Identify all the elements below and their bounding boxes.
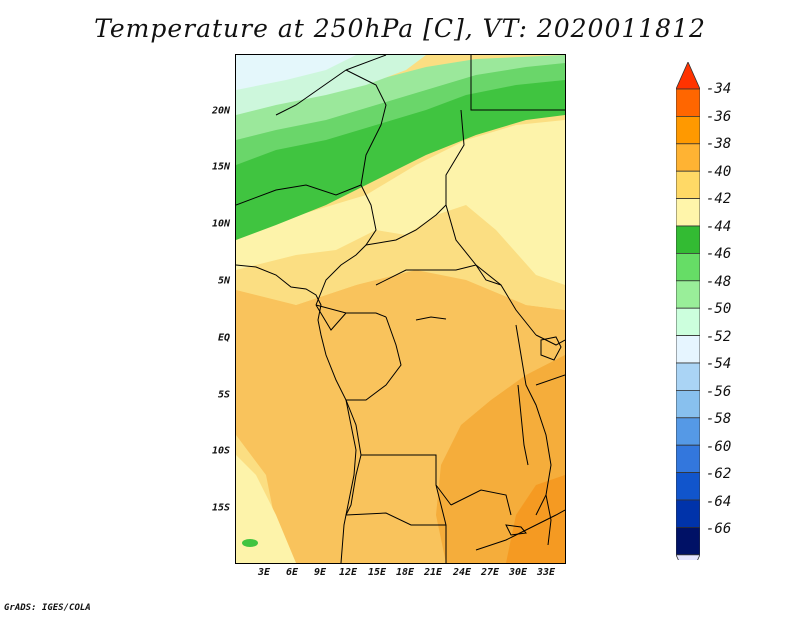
border-south-sudan-drc bbox=[475, 264, 537, 336]
colorbar-label: -64 bbox=[706, 494, 732, 510]
contour-fill-n52 bbox=[236, 55, 356, 90]
colorbar-swatch bbox=[676, 307, 700, 336]
lon-label: 3E bbox=[257, 567, 271, 578]
border-niger-nigeria bbox=[236, 184, 362, 206]
border-east-3 bbox=[535, 374, 565, 386]
lat-label: 10N bbox=[211, 218, 230, 230]
coastline bbox=[236, 264, 357, 563]
lon-label: 18E bbox=[395, 567, 415, 578]
border-nigeria-cameroon bbox=[315, 184, 377, 306]
lon-label: 21E bbox=[423, 567, 443, 578]
border-congo-drc bbox=[346, 316, 402, 401]
lake-small-1 bbox=[415, 316, 447, 321]
contour-fill-n46 bbox=[236, 60, 565, 165]
grads-credit: GrADS: IGES/COLA bbox=[4, 603, 91, 613]
contour-fill-n43-band bbox=[236, 120, 565, 285]
colorbar-label: -52 bbox=[706, 329, 732, 345]
country-borders bbox=[236, 55, 565, 563]
lake-tanganyika bbox=[517, 384, 529, 466]
border-se-1 bbox=[515, 509, 565, 536]
border-car-drc bbox=[375, 264, 477, 286]
colorbar-label: -58 bbox=[706, 411, 732, 427]
border-angola-namibia bbox=[345, 512, 446, 526]
contour-fill-n48 bbox=[236, 55, 565, 140]
colorbar-label: -60 bbox=[706, 439, 732, 455]
border-cameroon-congo bbox=[315, 304, 387, 318]
colorbar-label: -50 bbox=[706, 301, 732, 317]
colorbar-swatch bbox=[676, 88, 700, 117]
border-sudan-egypt bbox=[470, 55, 565, 111]
lon-label: 6E bbox=[285, 567, 299, 578]
lon-label: 27E bbox=[480, 567, 500, 578]
colorbar-label: -36 bbox=[706, 109, 732, 125]
colorbar-swatch bbox=[676, 472, 700, 501]
contour-fill-n44 bbox=[236, 73, 565, 240]
border-se-2 bbox=[475, 534, 517, 551]
colorbar-label: -48 bbox=[706, 274, 732, 290]
border-libya-chad bbox=[275, 55, 387, 186]
border-angola-coast bbox=[345, 454, 362, 516]
map-frame bbox=[235, 54, 566, 564]
lat-label: EQ bbox=[217, 332, 230, 344]
colorbar-swatch bbox=[676, 389, 700, 419]
contour-fill-n44-island bbox=[242, 539, 258, 547]
colorbar-label: -42 bbox=[706, 191, 732, 207]
map-title: Temperature at 250hPa [C], VT: 202001181… bbox=[94, 14, 706, 43]
lon-label: 33E bbox=[536, 567, 556, 578]
lon-label: 30E bbox=[508, 567, 528, 578]
contour-fill-n36-corner bbox=[506, 475, 565, 563]
colorbar-swatch bbox=[676, 526, 700, 556]
lon-label: 9E bbox=[313, 567, 327, 578]
colorbar bbox=[676, 62, 700, 560]
lon-label: 15E bbox=[367, 567, 387, 578]
colorbar-swatch bbox=[676, 198, 700, 227]
colorbar-swatch bbox=[676, 444, 700, 474]
lakes bbox=[415, 316, 562, 546]
colorbar-label: -44 bbox=[706, 219, 732, 235]
colorbar-label: -40 bbox=[706, 164, 732, 180]
colorbar-label: -62 bbox=[706, 466, 732, 482]
colorbar-swatch bbox=[676, 362, 700, 391]
lake-small-2 bbox=[505, 524, 527, 536]
colorbar-swatch bbox=[676, 143, 700, 172]
colorbar-swatch bbox=[676, 252, 700, 282]
colorbar-swatch bbox=[676, 417, 700, 446]
colorbar-swatch bbox=[676, 499, 700, 528]
border-east-2 bbox=[535, 334, 565, 346]
colorbar-label: -56 bbox=[706, 384, 732, 400]
border-chad-sudan bbox=[445, 109, 502, 286]
lat-label: 10S bbox=[211, 445, 230, 457]
colorbar-bottom-triangle bbox=[676, 554, 700, 560]
lat-label: 15S bbox=[211, 502, 230, 514]
lake-malawi bbox=[545, 494, 552, 546]
colorbar-top-triangle bbox=[676, 62, 700, 90]
colorbar-swatch bbox=[676, 280, 700, 309]
colorbar-label: -34 bbox=[706, 81, 732, 97]
colorbar-label: -38 bbox=[706, 136, 732, 152]
colorbar-label: -66 bbox=[706, 521, 732, 537]
lat-label: 5S bbox=[217, 389, 230, 401]
colorbar-label: -54 bbox=[706, 356, 732, 372]
border-east-lakes bbox=[515, 324, 552, 516]
border-car-chad bbox=[365, 204, 447, 246]
lon-label: 24E bbox=[452, 567, 472, 578]
lat-label: 5N bbox=[217, 275, 230, 287]
colorbar-swatch bbox=[676, 335, 700, 364]
colorbar-swatch bbox=[676, 170, 700, 199]
colorbar-swatch bbox=[676, 116, 700, 145]
contour-fill-n43-west-coast bbox=[236, 455, 296, 563]
border-zambia-drc bbox=[450, 489, 512, 516]
lake-victoria bbox=[540, 336, 562, 361]
temperature-map bbox=[236, 55, 565, 563]
border-gabon bbox=[315, 304, 347, 331]
colorbar-swatch bbox=[676, 225, 700, 254]
lat-label: 20N bbox=[211, 105, 230, 117]
lat-label: 15N bbox=[211, 161, 230, 173]
colorbar-label: -46 bbox=[706, 246, 732, 262]
lon-label: 12E bbox=[338, 567, 358, 578]
